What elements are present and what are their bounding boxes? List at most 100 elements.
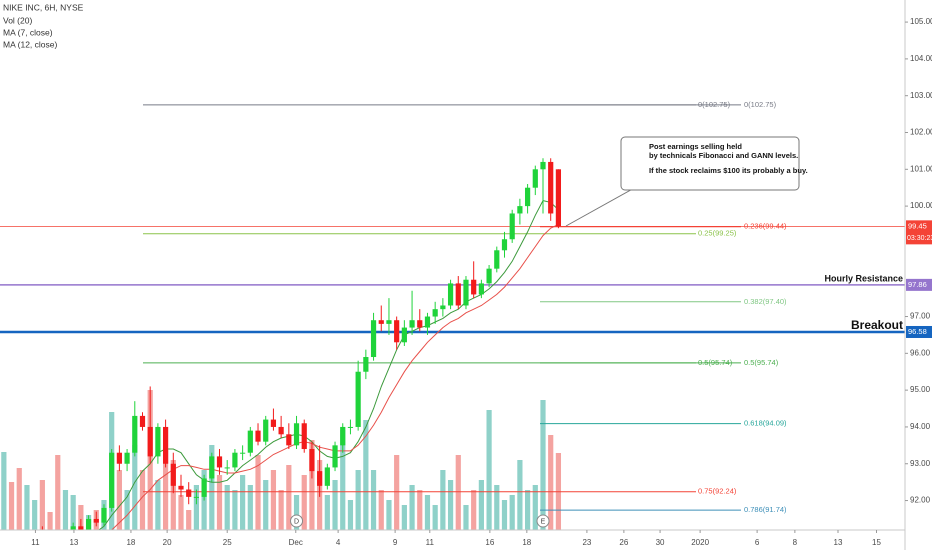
- candle-body: [186, 489, 192, 497]
- callout-box: [620, 136, 800, 191]
- volume-bar: [116, 470, 122, 530]
- candle-body: [116, 452, 122, 464]
- y-tick-label: 102.00: [910, 128, 932, 137]
- candle-body: [494, 250, 500, 269]
- volume-bar: [471, 490, 477, 530]
- candle-body: [540, 161, 546, 170]
- candle-body: [139, 415, 146, 427]
- candle-body: [317, 471, 323, 486]
- y-tick-label: 105.00: [910, 17, 932, 26]
- price-tag-label: 97.86: [908, 280, 927, 289]
- volume-bar: [16, 468, 22, 530]
- volume-bar: [517, 460, 523, 530]
- candle-body: [401, 327, 407, 343]
- volume-bar: [62, 490, 69, 530]
- y-tick-label: 92.00: [910, 496, 931, 505]
- volume-bar: [509, 495, 515, 530]
- x-tick-label: 9: [393, 538, 398, 547]
- candle-body: [424, 316, 431, 328]
- candle-body: [286, 434, 292, 446]
- volume-bar: [224, 485, 230, 530]
- candle-body: [378, 320, 384, 324]
- candle-body: [309, 449, 315, 472]
- volume-legend: Vol (20): [3, 15, 32, 25]
- y-tick-label: 95.00: [910, 385, 931, 394]
- candle-body: [178, 485, 184, 490]
- candle-body: [509, 213, 515, 240]
- volume-bar: [532, 485, 538, 530]
- volume-bar: [216, 475, 223, 530]
- volume-bar: [340, 430, 346, 530]
- volume-bar: [409, 485, 415, 530]
- volume-bar: [178, 495, 184, 530]
- price-tag: [906, 220, 932, 245]
- x-tick-label: 2020: [691, 538, 709, 547]
- candle-body: [440, 305, 446, 310]
- volume-bar: [370, 470, 377, 530]
- candle-body: [347, 426, 354, 428]
- volume-bar: [32, 500, 38, 530]
- fib-label: 0(102.75): [698, 100, 731, 109]
- volume-bar: [78, 505, 84, 530]
- candle-body: [463, 279, 469, 306]
- candle-body: [363, 357, 369, 372]
- annotation-text: by technicals Fibonacci and GANN levels.: [649, 151, 798, 160]
- volume-bar: [432, 505, 438, 530]
- x-tick-label: 26: [619, 538, 628, 547]
- event-marker: [536, 514, 550, 528]
- candle-body: [216, 456, 223, 468]
- volume-bar: [394, 455, 400, 530]
- x-tick-label: 6: [755, 538, 760, 547]
- volume-bar: [548, 435, 554, 530]
- candle-body: [263, 419, 269, 442]
- price-tag: [906, 325, 932, 338]
- candle-body: [124, 452, 130, 464]
- fib-label: 0.786(91.74): [744, 505, 787, 514]
- annotation-text: Post earnings selling held: [649, 142, 742, 151]
- x-tick-label: 20: [163, 538, 172, 547]
- volume-bar: [270, 470, 277, 530]
- candle-body: [332, 445, 338, 468]
- candle-body: [224, 467, 230, 469]
- volume-bar: [286, 465, 292, 530]
- volume-bar: [540, 400, 546, 530]
- candle-body: [78, 526, 84, 530]
- candle-body: [293, 423, 300, 446]
- candle-body: [524, 187, 531, 207]
- volume-bar: [440, 470, 446, 530]
- candle-body: [340, 426, 346, 446]
- volume-bar: [301, 475, 307, 530]
- volume-bar: [293, 495, 300, 530]
- candle-body: [240, 452, 246, 454]
- volume-bar: [240, 475, 246, 530]
- x-tick-label: 23: [582, 538, 591, 547]
- x-tick-label: 30: [656, 538, 665, 547]
- candle-body: [532, 169, 538, 188]
- volume-bar: [132, 445, 138, 530]
- volume-bar: [55, 455, 61, 530]
- candle-body: [278, 426, 284, 435]
- volume-bar: [378, 490, 384, 530]
- candle-body: [270, 419, 277, 427]
- price-tag: [906, 278, 932, 291]
- countdown-label: 03:30:23: [907, 235, 932, 242]
- volume-bar: [70, 495, 76, 530]
- chart-title: NIKE INC, 6H, NYSE: [3, 2, 84, 12]
- volume-bar: [124, 490, 130, 530]
- candle-body: [255, 430, 261, 442]
- y-tick-label: 96.00: [910, 348, 931, 357]
- volume-bar: [8, 482, 15, 530]
- volume-bar: [347, 500, 354, 530]
- candle-body: [386, 320, 392, 324]
- x-tick-label: 25: [223, 538, 232, 547]
- candle-body: [132, 415, 138, 453]
- candle-body: [155, 426, 161, 457]
- fib-label: 0.25(99.25): [698, 229, 737, 238]
- volume-bar: [417, 490, 423, 530]
- candle-body: [301, 423, 307, 450]
- fib-label: 0.75(92.24): [698, 487, 737, 496]
- x-tick-label: 13: [834, 538, 843, 547]
- x-tick-label: 16: [485, 538, 494, 547]
- candle-body: [548, 161, 554, 214]
